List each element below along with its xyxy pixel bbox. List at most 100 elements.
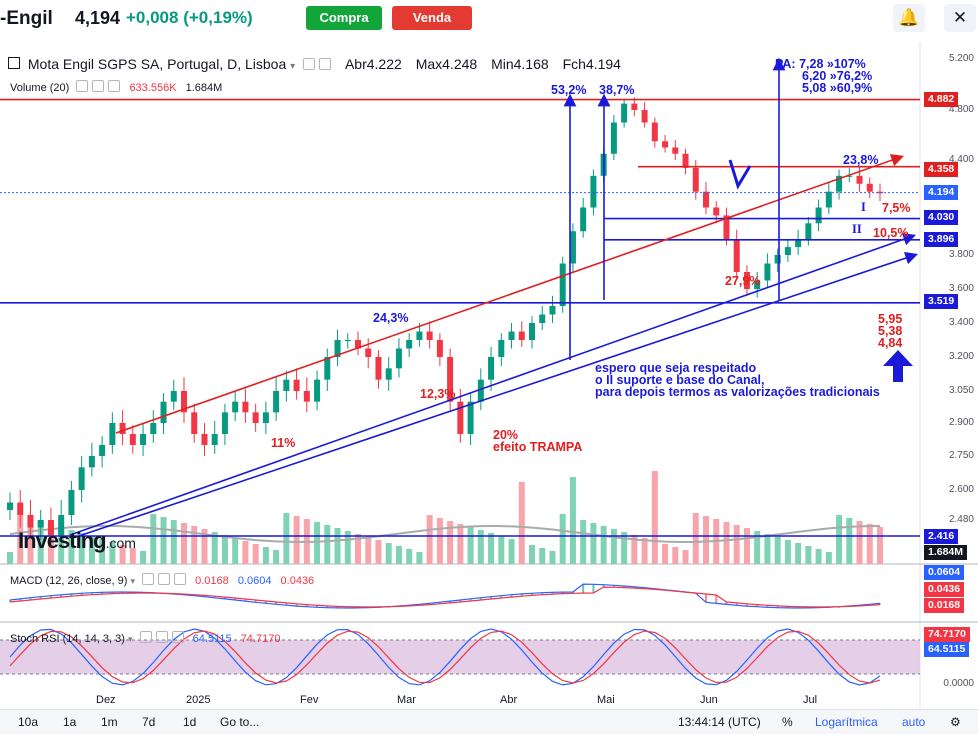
price-tag: 4.882 [924,92,959,107]
macd-hist-bar [285,602,288,606]
settings-icon[interactable] [155,631,168,643]
candle-body [273,391,280,413]
volume-bar [191,526,198,564]
settings-icon[interactable] [158,573,171,585]
candle-body [150,423,157,434]
eye-icon[interactable] [139,631,152,643]
settings-icon[interactable] [319,58,332,70]
candle-body [866,183,873,192]
volume-bar [406,549,413,564]
candle-body [426,331,433,340]
low-value: 4.168 [513,56,549,72]
high-value: 4.248 [442,56,478,72]
price-tag: 3.519 [924,294,959,309]
price-axis-label: 2.750 [948,450,974,461]
channel-base-line [69,233,917,536]
change-percent: (+0,19%) [183,8,253,27]
price-axis-label: 3.200 [948,351,974,362]
volume-bar [150,514,157,564]
macd-hist-bar [735,602,738,606]
volume-bar [723,522,730,564]
channel-support-line [75,251,919,538]
time-axis-label: Mar [397,694,416,706]
settings-icon[interactable]: ⚙ [950,715,961,729]
volume-bar [477,530,484,564]
volume-bar [109,542,116,564]
log-toggle[interactable]: Logarítmica [815,715,878,729]
candle-body [529,323,535,340]
chevron-down-icon[interactable]: ▾ [290,61,296,72]
close-icon[interactable]: ✕ [944,4,976,32]
volume-bar [88,536,95,564]
high-label: Max [415,56,443,72]
price-axis-label: 2.900 [948,417,974,428]
auto-toggle[interactable]: auto [902,715,926,729]
range-1d[interactable]: 1d [183,715,197,729]
volume-bar [825,552,832,564]
range-7d[interactable]: 7d [142,715,156,729]
macd-hist-bar [705,594,707,603]
pct-24: 24,3% [373,311,409,325]
range-10y[interactable]: 10a [18,715,39,729]
close-icon[interactable] [174,573,187,585]
chevron-down-icon[interactable]: ▾ [130,576,135,586]
chevron-down-icon[interactable]: ▾ [128,634,133,644]
eye-icon[interactable] [303,58,316,70]
macd-hist-bar [510,594,513,598]
candle-body [119,423,126,434]
candle-body [170,391,177,402]
eye-icon[interactable] [142,573,155,585]
price-axis-label: 2.600 [948,484,974,495]
candle-body [365,348,372,357]
goto-button[interactable]: Go to... [220,715,260,729]
volume-bar [252,544,259,564]
sell-button[interactable]: Venda [392,6,472,30]
close-icon[interactable] [108,80,121,92]
close-label: Fch [562,56,586,72]
macd-hist-bar [766,605,769,608]
volume-bar [447,521,454,564]
collapse-icon[interactable] [8,57,20,69]
macd-hist-bar [745,603,748,607]
range-1y[interactable]: 1a [63,715,77,729]
volume-bar [221,535,228,564]
candle-body [825,191,832,208]
candle-body [508,331,515,340]
macd-hist-bar [254,600,257,603]
volume-bar [518,482,525,564]
volume-bar [743,528,750,564]
settings-icon[interactable] [92,80,105,92]
macd-hist-bar [264,601,267,604]
candle-body [58,515,65,535]
volume-bar [37,521,44,564]
volume-bar [631,535,638,564]
volume-bar [877,527,883,564]
percent-toggle[interactable]: % [782,715,793,729]
macd-hist-bar [121,592,124,594]
close-icon[interactable] [171,631,184,643]
volume-bar [201,529,208,564]
volume-bar [314,522,321,564]
pct-10: 10,5% [873,226,909,240]
price-chart[interactable] [0,42,978,710]
price-tag: 1.684M [924,545,968,560]
candle-body [621,103,628,123]
candle-body [498,340,505,357]
eye-icon[interactable] [76,80,89,92]
volume-bar [27,518,34,564]
add-alert-icon[interactable]: 🔔 [893,4,925,32]
macd-hist-bar [275,601,278,605]
price-axis-label: 3.800 [948,249,974,260]
candle-body [713,207,720,216]
candle-body [395,348,402,369]
candle-body [539,314,546,323]
volume-bar [457,524,464,564]
macd-hist-bar [561,592,564,594]
candle-body [805,223,812,240]
buy-button[interactable]: Compra [306,6,382,30]
volume-bar [181,523,187,564]
price-tag: 2.416 [924,529,959,544]
candle-body [109,423,116,445]
range-1m[interactable]: 1m [101,715,118,729]
price-change: +0,008 (+0,19%) [126,8,253,28]
